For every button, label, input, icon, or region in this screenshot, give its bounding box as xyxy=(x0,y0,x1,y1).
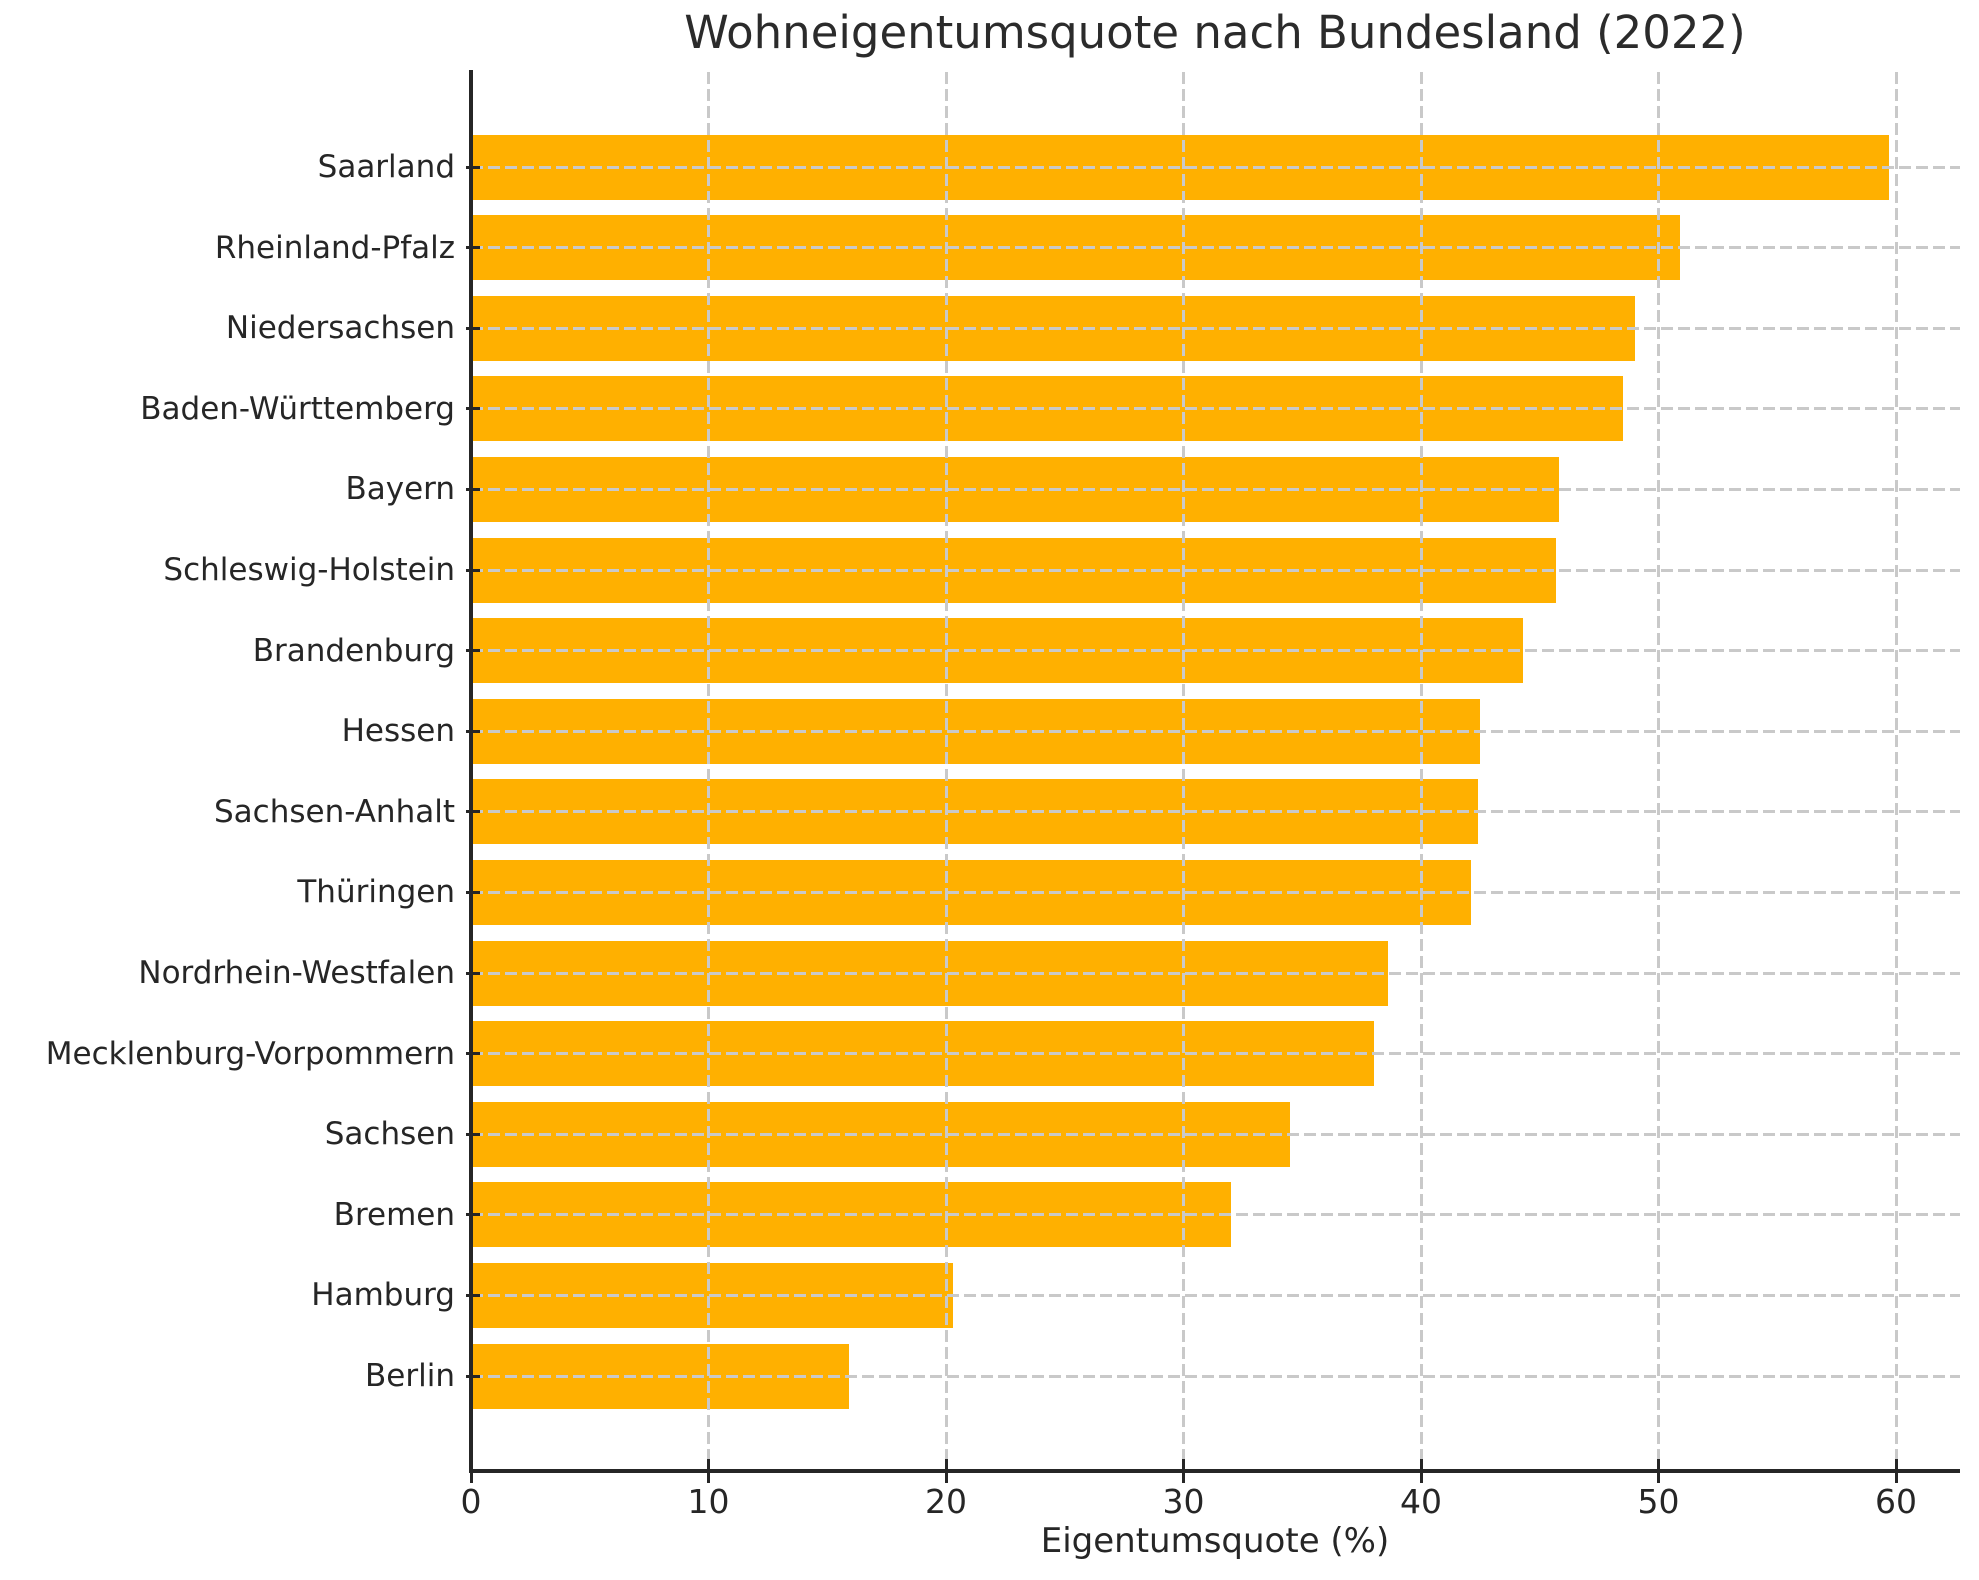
y-tick-mark xyxy=(466,971,480,975)
ytick-label-hamburg: Hamburg xyxy=(311,1277,455,1314)
y-axis-spine xyxy=(469,70,473,1473)
gridline-x-30 xyxy=(1182,72,1185,1471)
ytick-label-sachsen-anhalt: Sachsen-Anhalt xyxy=(213,793,455,830)
y-tick-mark xyxy=(466,326,480,330)
y-tick-mark xyxy=(466,165,480,169)
y-tick-mark xyxy=(466,246,480,250)
gridline-y-baden-w-rttemberg xyxy=(471,407,1960,411)
ytick-label-mecklenburg-vorpommern: Mecklenburg-Vorpommern xyxy=(45,1035,455,1072)
x-tick-mark xyxy=(1894,1459,1898,1483)
ytick-label-rheinland-pfalz: Rheinland-Pfalz xyxy=(214,229,455,266)
x-tick-mark xyxy=(1182,1459,1185,1483)
xtick-label-60: 60 xyxy=(1875,1482,1917,1521)
gridline-y-nordrhein-westfalen xyxy=(471,971,1960,975)
y-tick-mark xyxy=(466,1374,480,1378)
gridline-x-50 xyxy=(1657,72,1660,1471)
xtick-label-0: 0 xyxy=(460,1482,482,1521)
gridline-y-schleswig-holstein xyxy=(471,568,1960,572)
y-tick-mark xyxy=(466,729,480,733)
x-tick-mark xyxy=(707,1459,710,1483)
gridline-y-berlin xyxy=(471,1374,1960,1378)
gridline-x-20 xyxy=(944,72,948,1471)
y-tick-mark xyxy=(466,890,480,894)
y-tick-mark xyxy=(466,1132,480,1136)
x-axis-label: Eigentumsquote (%) xyxy=(1040,1521,1390,1561)
ytick-label-nordrhein-westfalen: Nordrhein-Westfalen xyxy=(138,955,455,991)
ytick-label-sachsen: Sachsen xyxy=(324,1116,455,1153)
gridline-y-niedersachsen xyxy=(471,326,1960,330)
y-tick-mark xyxy=(466,1213,480,1217)
xtick-label-40: 40 xyxy=(1400,1482,1442,1521)
gridline-y-rheinland-pfalz xyxy=(471,246,1960,250)
xtick-label-50: 50 xyxy=(1637,1482,1680,1521)
gridline-y-hamburg xyxy=(471,1293,1960,1297)
y-tick-mark xyxy=(466,487,480,491)
x-tick-mark xyxy=(469,1459,473,1483)
xtick-label-10: 10 xyxy=(687,1482,730,1521)
gridline-y-hessen xyxy=(471,729,1960,733)
xtick-label-20: 20 xyxy=(925,1482,967,1521)
ytick-label-berlin: Berlin xyxy=(365,1358,455,1394)
y-tick-mark xyxy=(466,1052,480,1056)
gridline-y-sachsen-anhalt xyxy=(471,810,1960,814)
ytick-label-niedersachsen: Niedersachsen xyxy=(225,310,455,347)
y-tick-mark xyxy=(466,810,480,814)
y-tick-mark xyxy=(466,407,480,411)
x-axis-spine xyxy=(469,1469,1960,1473)
y-tick-mark xyxy=(466,1293,480,1297)
gridline-x-60 xyxy=(1894,72,1898,1471)
ytick-label-brandenburg: Brandenburg xyxy=(252,632,455,669)
ytick-label-th-ringen: Thüringen xyxy=(297,874,455,911)
y-tick-mark xyxy=(466,649,480,653)
ytick-label-bremen: Bremen xyxy=(333,1196,455,1233)
gridline-y-sachsen xyxy=(471,1132,1960,1136)
gridline-y-bremen xyxy=(471,1213,1960,1217)
chart-title: Wohneigentumsquote nach Bundesland (2022… xyxy=(684,6,1746,59)
gridline-y-mecklenburg-vorpommern xyxy=(471,1052,1960,1056)
ytick-label-hessen: Hessen xyxy=(341,713,455,750)
ytick-label-bayern: Bayern xyxy=(345,471,455,508)
ytick-label-schleswig-holstein: Schleswig-Holstein xyxy=(163,552,455,588)
gridline-y-bayern xyxy=(471,487,1960,491)
xtick-label-30: 30 xyxy=(1162,1482,1205,1521)
gridline-y-brandenburg xyxy=(471,649,1960,653)
plot-area xyxy=(471,72,1960,1471)
gridline-x-40 xyxy=(1419,72,1423,1471)
gridline-x-10 xyxy=(707,72,710,1471)
gridline-y-saarland xyxy=(471,165,1960,169)
y-tick-mark xyxy=(466,568,480,572)
ytick-label-saarland: Saarland xyxy=(317,149,455,185)
x-tick-mark xyxy=(944,1459,948,1483)
gridline-y-th-ringen xyxy=(471,890,1960,894)
x-tick-mark xyxy=(1657,1459,1660,1483)
x-tick-mark xyxy=(1419,1459,1423,1483)
ytick-label-baden-w-rttemberg: Baden-Württemberg xyxy=(140,390,455,427)
